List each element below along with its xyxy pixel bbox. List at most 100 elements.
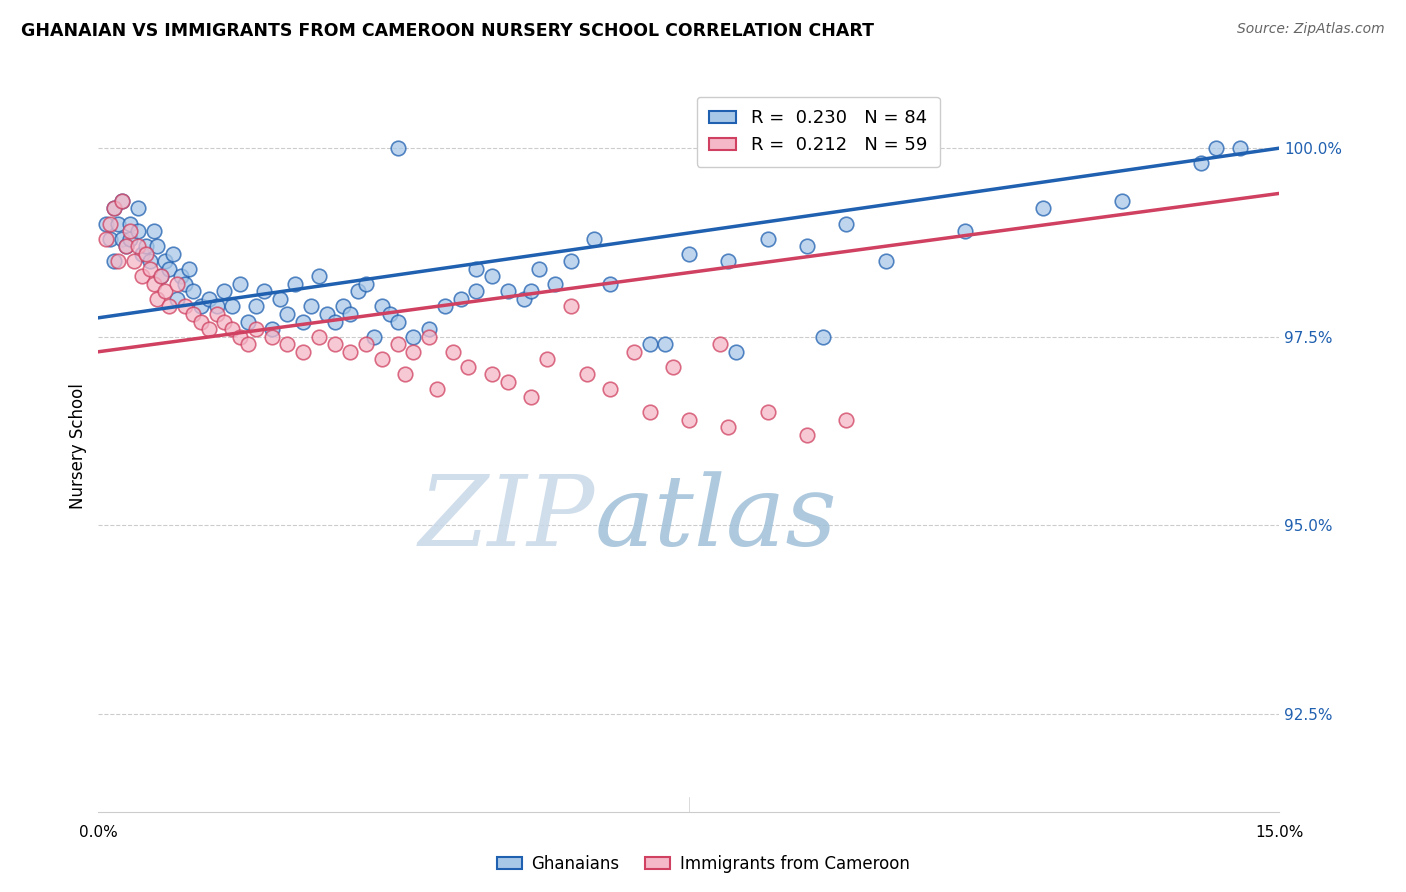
Point	[678, 412, 700, 426]
Point	[96, 217, 118, 231]
Point	[115, 239, 138, 253]
Point	[599, 277, 621, 291]
Point	[450, 292, 472, 306]
Point	[236, 337, 259, 351]
Point	[623, 344, 645, 359]
Point	[292, 315, 315, 329]
Point	[638, 337, 661, 351]
Point	[347, 285, 370, 299]
Point	[127, 224, 149, 238]
Point	[529, 261, 551, 276]
Point	[146, 239, 169, 253]
Point	[135, 246, 157, 260]
Point	[433, 300, 456, 314]
Text: atlas: atlas	[595, 472, 837, 566]
Point	[127, 239, 149, 253]
Point	[308, 329, 330, 343]
Point	[371, 300, 394, 314]
Point	[253, 285, 276, 299]
Point	[155, 254, 177, 268]
Point	[131, 269, 153, 284]
Text: 15.0%: 15.0%	[1256, 825, 1303, 840]
Point	[115, 239, 138, 253]
Point	[214, 315, 236, 329]
Point	[260, 322, 283, 336]
Point	[481, 269, 503, 284]
Text: Source: ZipAtlas.com: Source: ZipAtlas.com	[1237, 22, 1385, 37]
Point	[299, 300, 322, 314]
Point	[725, 344, 748, 359]
Point	[190, 315, 212, 329]
Point	[107, 254, 129, 268]
Point	[575, 368, 598, 382]
Point	[418, 322, 440, 336]
Point	[166, 277, 188, 291]
Point	[138, 254, 160, 268]
Point	[221, 322, 243, 336]
Point	[276, 307, 298, 321]
Point	[1111, 194, 1133, 208]
Point	[1229, 141, 1251, 155]
Point	[796, 427, 818, 442]
Point	[229, 277, 252, 291]
Point	[371, 352, 394, 367]
Point	[465, 285, 488, 299]
Point	[354, 337, 377, 351]
Legend: R =  0.230   N = 84, R =  0.212   N = 59: R = 0.230 N = 84, R = 0.212 N = 59	[696, 96, 939, 167]
Point	[118, 232, 141, 246]
Point	[512, 292, 534, 306]
Point	[315, 307, 337, 321]
Point	[181, 307, 204, 321]
Point	[197, 292, 219, 306]
Point	[583, 232, 606, 246]
Point	[135, 239, 157, 253]
Point	[308, 269, 330, 284]
Point	[177, 261, 200, 276]
Point	[835, 217, 858, 231]
Point	[269, 292, 291, 306]
Point	[107, 217, 129, 231]
Point	[662, 359, 685, 374]
Point	[457, 359, 479, 374]
Point	[875, 254, 897, 268]
Point	[162, 246, 184, 260]
Point	[363, 329, 385, 343]
Point	[181, 285, 204, 299]
Point	[170, 269, 193, 284]
Point	[387, 337, 409, 351]
Point	[654, 337, 676, 351]
Point	[197, 322, 219, 336]
Text: ZIP: ZIP	[418, 472, 595, 566]
Point	[284, 277, 307, 291]
Point	[520, 285, 543, 299]
Point	[155, 285, 177, 299]
Point	[174, 300, 197, 314]
Point	[756, 232, 779, 246]
Point	[150, 269, 173, 284]
Point	[142, 224, 165, 238]
Point	[1189, 156, 1212, 170]
Point	[441, 344, 464, 359]
Point	[426, 383, 449, 397]
Legend: Ghanaians, Immigrants from Cameroon: Ghanaians, Immigrants from Cameroon	[489, 848, 917, 880]
Point	[292, 344, 315, 359]
Point	[835, 412, 858, 426]
Point	[214, 285, 236, 299]
Point	[717, 420, 740, 434]
Point	[481, 368, 503, 382]
Point	[98, 232, 121, 246]
Point	[678, 246, 700, 260]
Point	[536, 352, 558, 367]
Point	[221, 300, 243, 314]
Point	[402, 344, 425, 359]
Point	[245, 300, 267, 314]
Point	[323, 315, 346, 329]
Point	[394, 368, 416, 382]
Point	[236, 315, 259, 329]
Point	[157, 261, 180, 276]
Point	[111, 194, 134, 208]
Point	[378, 307, 401, 321]
Point	[387, 141, 409, 155]
Point	[150, 269, 173, 284]
Point	[953, 224, 976, 238]
